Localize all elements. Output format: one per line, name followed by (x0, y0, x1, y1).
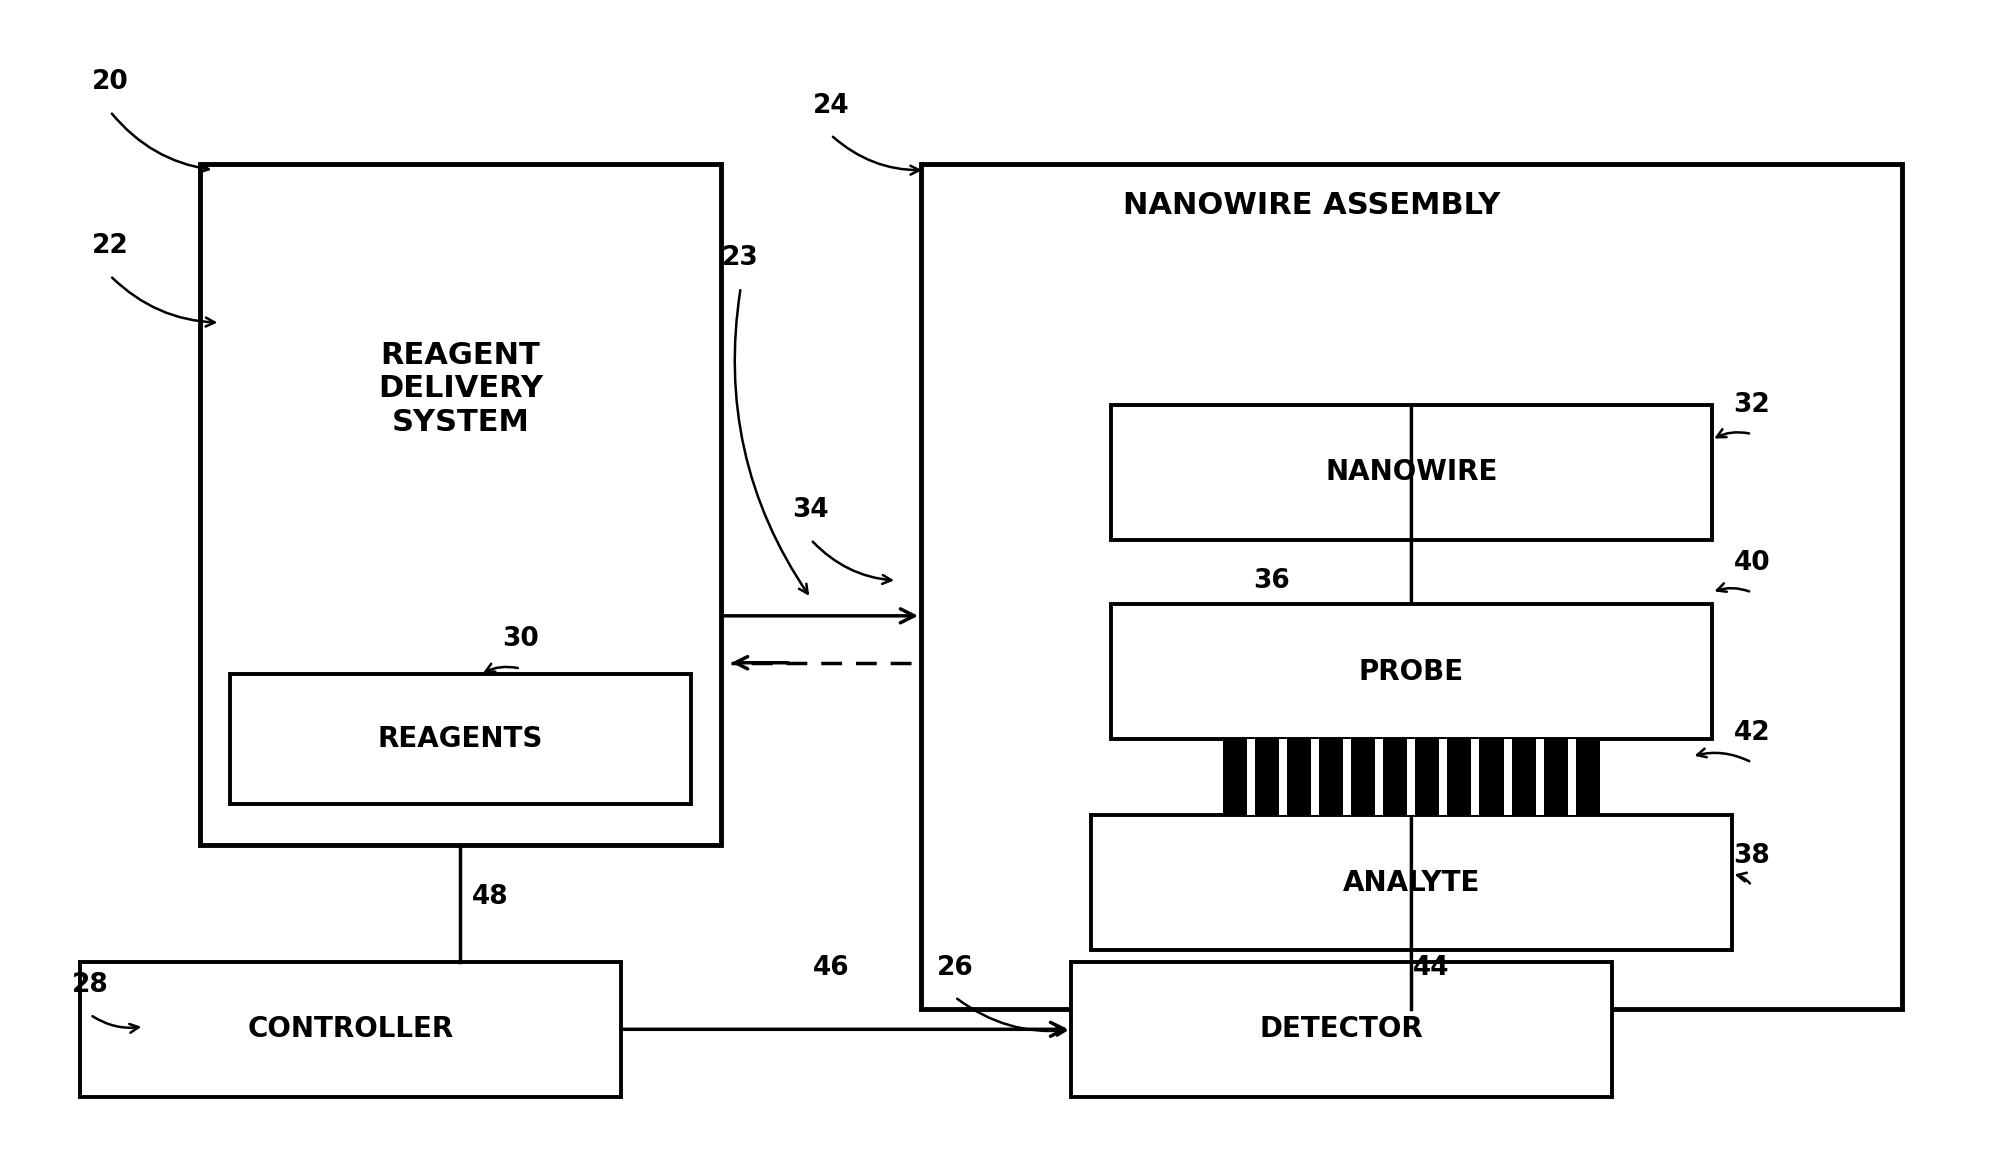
Bar (200, 164, 721, 845)
Text: 26: 26 (937, 955, 973, 981)
Bar (1071, 962, 1612, 1097)
Text: 30: 30 (503, 626, 539, 652)
Bar (1091, 815, 1732, 950)
Bar (1343, 739, 1351, 815)
Text: PROBE: PROBE (1359, 658, 1463, 685)
Bar (1311, 739, 1319, 815)
Bar (1544, 739, 1568, 815)
Bar (1375, 739, 1383, 815)
Bar (1439, 739, 1447, 815)
Bar (1351, 739, 1375, 815)
Text: 28: 28 (72, 972, 108, 998)
Bar (1279, 739, 1287, 815)
Text: ANALYTE: ANALYTE (1343, 869, 1479, 896)
Bar (1111, 604, 1712, 739)
Text: 23: 23 (723, 245, 759, 271)
Text: 44: 44 (1413, 955, 1449, 981)
Bar (921, 164, 1902, 1009)
Bar (230, 674, 691, 804)
Text: REAGENTS: REAGENTS (378, 725, 543, 753)
Bar (1319, 739, 1343, 815)
Text: NANOWIRE ASSEMBLY: NANOWIRE ASSEMBLY (1123, 191, 1499, 219)
Bar (1447, 739, 1471, 815)
Text: CONTROLLER: CONTROLLER (246, 1016, 454, 1043)
Bar (1111, 405, 1712, 540)
Text: 24: 24 (813, 93, 849, 118)
Text: 38: 38 (1734, 843, 1770, 869)
Bar (1255, 739, 1279, 815)
Text: 48: 48 (472, 884, 509, 910)
Bar (1536, 739, 1544, 815)
Text: 42: 42 (1734, 720, 1770, 746)
Bar (1568, 739, 1576, 815)
Bar (1415, 739, 1439, 815)
Text: 34: 34 (793, 497, 829, 523)
Bar (1576, 739, 1600, 815)
Bar (1504, 739, 1512, 815)
Text: 46: 46 (813, 955, 849, 981)
Text: 20: 20 (92, 69, 128, 95)
Bar (1512, 739, 1536, 815)
Text: DETECTOR: DETECTOR (1259, 1016, 1423, 1043)
Bar (1383, 739, 1407, 815)
Bar (1247, 739, 1255, 815)
Text: NANOWIRE: NANOWIRE (1325, 459, 1497, 486)
Bar (1479, 739, 1504, 815)
Text: 32: 32 (1734, 392, 1770, 418)
Text: 36: 36 (1253, 568, 1289, 594)
Bar (1407, 739, 1415, 815)
Bar (80, 962, 621, 1097)
Text: 22: 22 (92, 233, 128, 259)
Bar (1223, 739, 1247, 815)
Text: REAGENT
DELIVERY
SYSTEM: REAGENT DELIVERY SYSTEM (378, 340, 543, 436)
Bar (1471, 739, 1479, 815)
Text: 40: 40 (1734, 550, 1770, 576)
Bar (1287, 739, 1311, 815)
